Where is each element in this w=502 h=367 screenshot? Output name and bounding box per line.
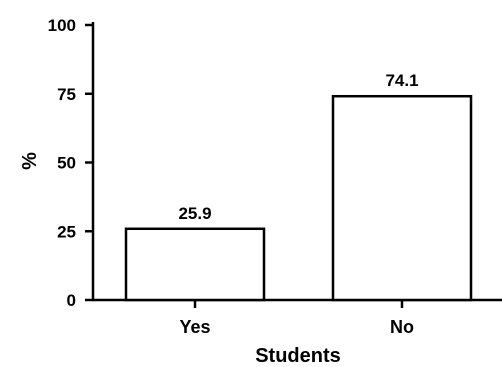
y-tick-label: 100 <box>48 16 76 35</box>
y-tick-label: 75 <box>57 85 76 104</box>
x-tick-label: No <box>390 317 414 337</box>
y-tick-label: 0 <box>67 291 76 310</box>
data-label: 74.1 <box>385 71 418 90</box>
bars: 25.9 74.1 <box>124 71 473 302</box>
data-label: 25.9 <box>178 204 211 223</box>
y-ticks: 0 25 50 75 100 <box>48 16 93 310</box>
y-axis-title: % <box>19 152 41 170</box>
y-tick-label: 50 <box>57 154 76 173</box>
x-axis-title: Students <box>255 345 341 367</box>
x-ticks: Yes No <box>179 300 414 337</box>
x-tick-label: Yes <box>179 317 210 337</box>
bar-no <box>331 94 473 302</box>
y-tick-label: 25 <box>57 222 76 241</box>
bar-yes <box>124 227 266 302</box>
